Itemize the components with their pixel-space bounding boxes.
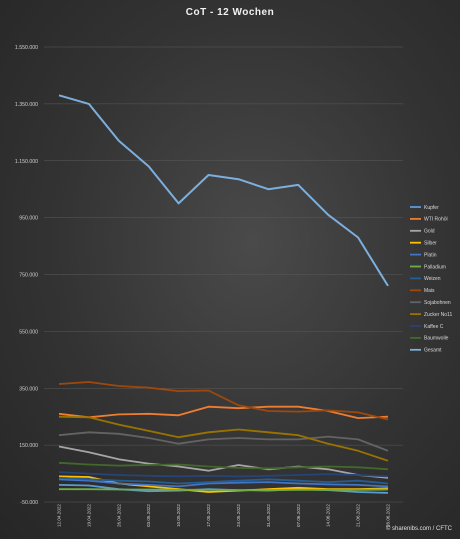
series-line-gesamt xyxy=(58,94,389,287)
y-tick-label: 350.000 xyxy=(19,386,38,392)
legend-label: Baumwolle xyxy=(424,336,449,342)
y-axis: 1.550.000 1.350.000 1.150.000 950.000 750.00… xyxy=(15,45,38,506)
legend-label: WTI Rohöl xyxy=(424,217,448,223)
series-line-gold xyxy=(58,445,389,479)
legend-label: Silber xyxy=(424,241,437,247)
gridlines xyxy=(44,46,403,503)
legend-label: Gold xyxy=(424,229,435,235)
y-tick-label: 1.350.000 xyxy=(15,102,38,108)
series-lines xyxy=(58,94,389,494)
x-tick-label: 03.05.2022 xyxy=(146,504,151,527)
x-tick-label: 07.06.2022 xyxy=(296,504,301,527)
x-axis: 12.04.2022 19.04.2022 26.04.2022 03.05.2022… xyxy=(56,504,390,527)
y-tick-label: 1.150.000 xyxy=(15,159,38,165)
x-tick-label: 12.04.2022 xyxy=(56,504,61,527)
series-line-sojabohnen xyxy=(58,431,389,452)
x-tick-label: 17.05.2022 xyxy=(206,504,211,527)
legend-label: Kaffee C xyxy=(424,324,444,330)
series-line-palladium xyxy=(59,488,389,492)
series-line-platin xyxy=(58,478,389,488)
legend-label: Weizen xyxy=(424,276,441,282)
y-tick-label: 550.000 xyxy=(19,329,38,335)
legend-label: Gesamt xyxy=(424,348,442,354)
chart-title: CoT - 12 Wochen xyxy=(186,7,274,18)
series-line-weizen xyxy=(58,476,389,485)
y-tick-label: 1.550.000 xyxy=(15,45,38,51)
x-tick-label: 10.05.2022 xyxy=(176,504,181,527)
legend: Kupfer WTI Rohöl Gold Silber Platin Palladium… xyxy=(410,205,452,354)
legend-label: Zucker No11 xyxy=(424,312,452,318)
x-tick-label: 31.05.2022 xyxy=(266,504,271,527)
legend-label: Mais xyxy=(424,288,435,294)
series-line-wti-roh-l xyxy=(58,405,389,420)
y-tick-label: 750.000 xyxy=(19,273,38,279)
legend-label: Platin xyxy=(424,252,437,258)
x-tick-label: 28.06.2022 xyxy=(386,504,391,527)
x-tick-label: 24.05.2022 xyxy=(236,504,241,527)
legend-label: Palladium xyxy=(424,264,446,270)
y-tick-label: 150.000 xyxy=(19,443,38,449)
x-tick-label: 14.06.2022 xyxy=(326,504,331,527)
y-tick-label: 950.000 xyxy=(19,216,38,222)
legend-label: Kupfer xyxy=(424,205,439,211)
source-credit: © sharenibs.com / CFTC xyxy=(386,525,453,532)
x-tick-label: 19.04.2022 xyxy=(86,504,91,527)
legend-label: Sojabohnen xyxy=(424,300,451,306)
series-line-mais xyxy=(58,381,389,421)
series-line-zucker-no11 xyxy=(58,415,389,462)
x-tick-label: 21.06.2022 xyxy=(356,504,361,527)
series-line-kaffee-c xyxy=(58,471,389,478)
series-line-baumwolle xyxy=(58,461,389,471)
x-tick-label: 26.04.2022 xyxy=(116,504,121,527)
y-tick-label: -50.000 xyxy=(20,500,38,506)
